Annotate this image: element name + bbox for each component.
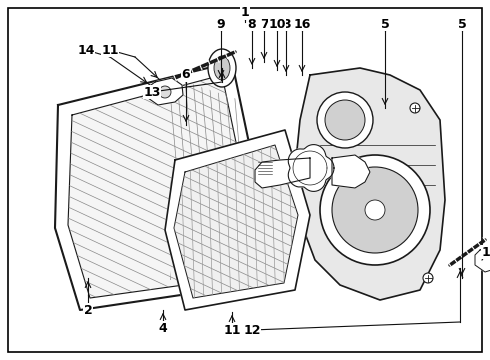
Circle shape bbox=[325, 100, 365, 140]
Text: 10: 10 bbox=[268, 18, 286, 31]
Circle shape bbox=[410, 103, 420, 113]
Circle shape bbox=[365, 200, 385, 220]
Ellipse shape bbox=[214, 56, 230, 80]
Text: 2: 2 bbox=[84, 303, 93, 316]
Polygon shape bbox=[55, 62, 262, 310]
Text: 11: 11 bbox=[223, 324, 241, 337]
Text: 11: 11 bbox=[101, 44, 119, 57]
Polygon shape bbox=[475, 245, 490, 272]
Polygon shape bbox=[147, 78, 183, 105]
Polygon shape bbox=[165, 130, 310, 310]
Polygon shape bbox=[174, 145, 298, 298]
Text: 8: 8 bbox=[247, 18, 256, 31]
Circle shape bbox=[320, 155, 430, 265]
Text: 12: 12 bbox=[243, 324, 261, 337]
Text: 14: 14 bbox=[77, 44, 95, 57]
Text: 4: 4 bbox=[159, 321, 168, 334]
Text: 5: 5 bbox=[381, 18, 390, 31]
Circle shape bbox=[332, 167, 418, 253]
Text: 3: 3 bbox=[282, 18, 290, 31]
Polygon shape bbox=[68, 75, 248, 298]
Text: 13: 13 bbox=[143, 85, 161, 99]
Text: 16: 16 bbox=[294, 18, 311, 31]
Text: 9: 9 bbox=[217, 18, 225, 31]
Text: 7: 7 bbox=[260, 18, 269, 31]
Text: 1: 1 bbox=[241, 6, 249, 19]
Polygon shape bbox=[332, 155, 370, 188]
Text: 5: 5 bbox=[458, 18, 466, 31]
Circle shape bbox=[317, 92, 373, 148]
Polygon shape bbox=[255, 158, 310, 188]
Polygon shape bbox=[288, 145, 334, 192]
Text: 15: 15 bbox=[481, 246, 490, 258]
Ellipse shape bbox=[208, 49, 236, 87]
Polygon shape bbox=[295, 68, 445, 300]
Text: 6: 6 bbox=[182, 68, 190, 81]
Circle shape bbox=[423, 273, 433, 283]
Circle shape bbox=[159, 86, 171, 98]
